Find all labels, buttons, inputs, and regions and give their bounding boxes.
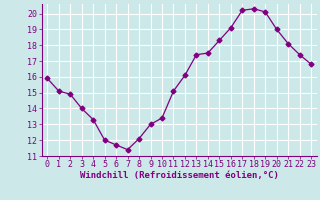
X-axis label: Windchill (Refroidissement éolien,°C): Windchill (Refroidissement éolien,°C) <box>80 171 279 180</box>
